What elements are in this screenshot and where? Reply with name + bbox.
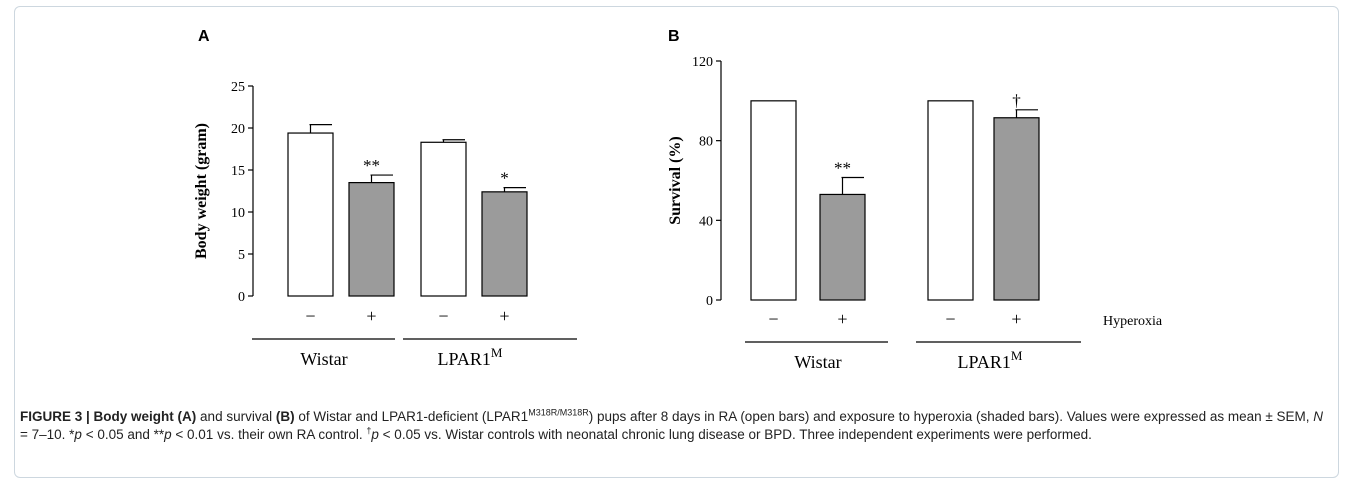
caption-genotype-sup: M318R/M318R	[528, 407, 589, 418]
panel-a-y-tick-label: 25	[231, 80, 245, 95]
caption-figure-label: FIGURE 3 | Body weight	[20, 409, 178, 424]
panel-b-bar	[750, 100, 797, 301]
panel-b-hyperoxia-sign: +	[837, 309, 847, 329]
caption-text-1: and survival	[196, 409, 276, 424]
panel-a-y-axis-title: Body weight (gram)	[193, 123, 210, 259]
panel-a-group-label-sup: M	[491, 345, 503, 360]
panel-b-row-label: Hyperoxia	[1103, 314, 1163, 329]
panel-a-bar	[481, 191, 528, 297]
panel-b-label: B	[668, 28, 680, 45]
panel-a-y-tick-label: 0	[238, 290, 245, 305]
caption-p-var-3: p	[371, 427, 379, 442]
caption-p-var-1: p	[74, 427, 82, 442]
caption-n-var: N	[1313, 409, 1324, 424]
panel-a-bar	[348, 182, 395, 297]
caption-text-5: < 0.05 and **	[81, 427, 165, 442]
caption-text-3: ) pups after 8 days in RA (open bars) an…	[588, 409, 1314, 424]
panel-b-significance-marker: **	[834, 159, 851, 178]
panel-a-group-label: Wistar	[300, 349, 347, 369]
figure-frame	[14, 6, 1339, 478]
panel-b-group-label: Wistar	[794, 352, 841, 372]
panel-b-y-axis-title: Survival (%)	[667, 136, 684, 224]
panel-b-y-tick-label: 40	[699, 214, 713, 229]
caption-ref-a: (A)	[177, 409, 197, 424]
panel-b-y-tick-label: 120	[692, 55, 713, 70]
panel-a-hyperoxia-sign: +	[499, 306, 509, 326]
panel-a-hyperoxia-sign: −	[305, 306, 315, 326]
panel-b-hyperoxia-sign: −	[768, 309, 778, 329]
panel-a-hyperoxia-sign: −	[438, 306, 448, 326]
panel-b-y-tick-label: 0	[706, 294, 713, 309]
panel-b-bar	[927, 100, 974, 301]
panel-a-significance-marker: **	[363, 156, 380, 175]
caption-p-var-2: p	[164, 427, 172, 442]
panel-a-bar	[420, 141, 467, 297]
panel-b-group-label-sup: M	[1011, 348, 1023, 363]
panel-b-group-label: LPAR1M	[958, 348, 1023, 372]
caption-text-4: = 7–10. *	[20, 427, 75, 442]
panel-b-y-tick-label: 80	[699, 135, 713, 150]
panel-a-y-tick-label: 5	[238, 248, 245, 263]
caption-text-7: < 0.05 vs. Wistar controls with neonatal…	[378, 427, 1092, 442]
panel-b-hyperoxia-sign: −	[945, 309, 955, 329]
caption-text-2: of Wistar and LPAR1-deficient (LPAR1	[294, 409, 529, 424]
panel-b-hyperoxia-sign: +	[1011, 309, 1021, 329]
panel-b-significance-marker: †	[1012, 91, 1021, 110]
panel-a-significance-marker: *	[500, 169, 509, 188]
panel-a-hyperoxia-sign: +	[366, 306, 376, 326]
figure-caption: FIGURE 3 | Body weight (A) and survival …	[20, 408, 1330, 444]
caption-ref-b: (B)	[275, 409, 295, 424]
panel-a-group-label: LPAR1M	[438, 345, 503, 369]
panel-b-bar	[993, 117, 1040, 301]
panel-a-label: A	[198, 28, 210, 45]
panel-a-y-tick-label: 10	[231, 206, 245, 221]
panel-a-y-tick-label: 15	[231, 164, 245, 179]
panel-a-y-tick-label: 20	[231, 122, 245, 137]
panel-b-bar	[819, 193, 866, 301]
caption-text-6: < 0.01 vs. their own RA control.	[171, 427, 367, 442]
caption-dagger: †	[366, 425, 372, 436]
panel-a-bar	[287, 132, 334, 297]
figure-charts: A 0 5 10 15 20 25 Body weight (gram) − ** + − * + Wist…	[193, 28, 1163, 372]
